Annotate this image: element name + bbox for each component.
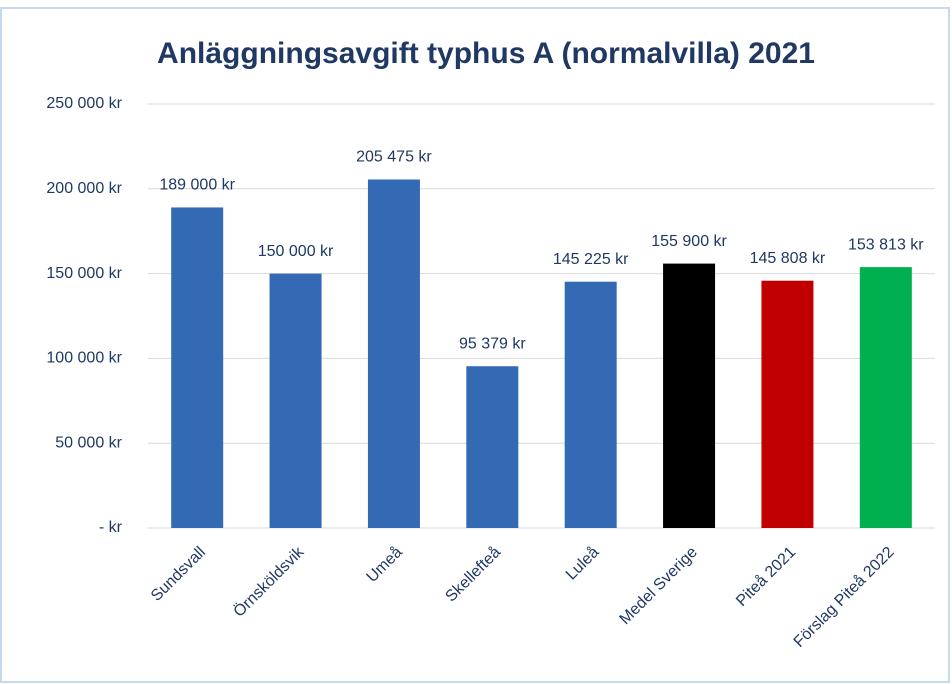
chart-title: Anläggningsavgift typhus A (normalvilla)… xyxy=(157,37,815,70)
bar xyxy=(663,263,716,528)
y-tick-label: 100 000 kr xyxy=(46,350,122,367)
data-label: 150 000 kr xyxy=(258,243,334,260)
y-tick-label: - kr xyxy=(99,519,123,536)
y-tick-label: 200 000 kr xyxy=(46,180,122,197)
bar xyxy=(564,281,617,528)
data-label: 205 475 kr xyxy=(356,149,432,166)
bar xyxy=(859,267,912,528)
bar xyxy=(269,273,322,528)
bar xyxy=(171,207,224,528)
bar xyxy=(367,179,420,528)
bar xyxy=(466,366,519,528)
data-label: 145 808 kr xyxy=(750,250,826,267)
data-label: 189 000 kr xyxy=(159,177,235,194)
data-label: 145 225 kr xyxy=(553,251,629,268)
data-label: 155 900 kr xyxy=(651,233,727,250)
bar xyxy=(761,280,814,528)
y-tick-label: 150 000 kr xyxy=(46,265,122,282)
y-tick-label: 250 000 kr xyxy=(46,95,122,112)
data-label: 95 379 kr xyxy=(459,335,526,352)
y-tick-label: 50 000 kr xyxy=(55,434,122,451)
data-label: 153 813 kr xyxy=(848,236,924,253)
